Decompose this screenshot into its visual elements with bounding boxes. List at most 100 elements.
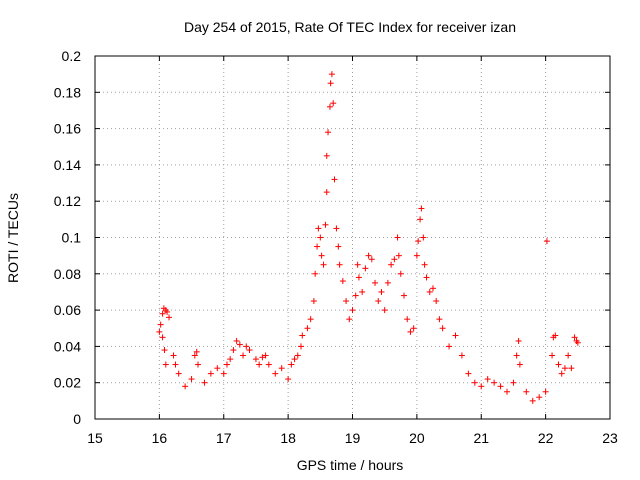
data-point <box>314 243 321 250</box>
data-point <box>259 354 266 361</box>
data-point <box>426 288 433 295</box>
data-point <box>278 365 285 372</box>
data-point <box>516 361 523 368</box>
data-point <box>555 361 562 368</box>
data-point <box>159 334 166 341</box>
data-point <box>272 370 279 377</box>
data-point <box>328 71 335 78</box>
data-point <box>191 352 198 359</box>
data-point <box>335 243 342 250</box>
data-point <box>523 388 530 395</box>
y-tick-label: 0.18 <box>54 84 81 100</box>
data-point <box>159 310 166 317</box>
data-point <box>330 100 337 107</box>
x-tick-label: 16 <box>152 430 168 446</box>
x-axis-tick-labels: 15 16 17 18 19 20 21 22 23 <box>87 430 618 446</box>
x-tick-label: 19 <box>345 430 361 446</box>
y-tick-label: 0.1 <box>62 230 82 246</box>
y-tick-label: 0.06 <box>54 302 81 318</box>
data-point <box>291 356 298 363</box>
data-point <box>368 256 375 263</box>
data-point <box>436 316 443 323</box>
data-point <box>220 370 227 377</box>
data-point <box>388 261 395 268</box>
data-point <box>162 361 169 368</box>
data-point <box>433 298 440 305</box>
data-point <box>565 352 572 359</box>
data-point <box>240 352 247 359</box>
data-point <box>175 370 182 377</box>
data-point <box>227 356 234 363</box>
data-point <box>571 334 578 341</box>
data-point <box>193 348 200 355</box>
y-tick-label: 0.12 <box>54 193 81 209</box>
data-point <box>446 343 453 350</box>
data-point <box>536 394 543 401</box>
data-point <box>395 252 402 259</box>
data-point <box>201 379 208 386</box>
data-point <box>484 376 491 383</box>
data-point <box>410 325 417 332</box>
data-point <box>391 256 398 263</box>
data-point <box>543 238 550 245</box>
data-point <box>421 261 428 268</box>
data-point <box>362 265 369 272</box>
data-point <box>223 361 230 368</box>
data-point <box>343 298 350 305</box>
data-point <box>323 152 330 159</box>
y-tick-label: 0.08 <box>54 266 81 282</box>
data-point <box>458 352 465 359</box>
data-point <box>252 356 259 363</box>
data-point <box>325 129 332 136</box>
data-point <box>515 337 522 344</box>
data-point <box>346 316 353 323</box>
data-point <box>513 352 520 359</box>
data-point <box>418 205 425 212</box>
data-point <box>161 347 168 354</box>
data-point <box>233 337 240 344</box>
data-point <box>423 274 430 281</box>
x-tick-label: 21 <box>473 430 489 446</box>
y-tick-label: 0.2 <box>62 48 82 64</box>
data-point <box>355 274 362 281</box>
data-point <box>318 252 325 259</box>
data-point <box>417 216 424 223</box>
data-point <box>413 252 420 259</box>
data-point <box>243 343 250 350</box>
data-point <box>166 314 173 321</box>
x-tick-label: 20 <box>409 430 425 446</box>
data-point <box>304 325 311 332</box>
data-point <box>375 298 382 305</box>
data-point <box>294 352 301 359</box>
data-point <box>542 388 549 395</box>
data-point <box>339 278 346 285</box>
y-tick-label: 0.02 <box>54 375 81 391</box>
x-tick-label: 17 <box>216 430 232 446</box>
data-point <box>317 234 324 241</box>
data-point <box>407 328 414 335</box>
y-tick-label: 0.04 <box>54 338 81 354</box>
data-point <box>164 308 171 315</box>
data-point <box>359 288 366 295</box>
data-point <box>315 225 322 232</box>
data-point <box>322 221 329 228</box>
x-tick-label: 23 <box>602 430 618 446</box>
data-point <box>236 341 243 348</box>
data-point <box>207 370 214 377</box>
data-point <box>323 189 330 196</box>
data-point <box>285 376 292 383</box>
data-point <box>574 339 581 346</box>
data-point <box>299 332 306 339</box>
y-tick-label: 0.14 <box>54 157 81 173</box>
data-point <box>478 383 485 390</box>
data-point <box>401 292 407 299</box>
x-tick-label: 15 <box>87 430 103 446</box>
data-point <box>394 234 401 241</box>
data-point <box>326 103 333 110</box>
x-tick-label: 22 <box>538 430 554 446</box>
data-point <box>195 361 201 368</box>
data-point <box>552 332 559 339</box>
data-point <box>397 270 404 277</box>
data-point <box>246 347 253 354</box>
